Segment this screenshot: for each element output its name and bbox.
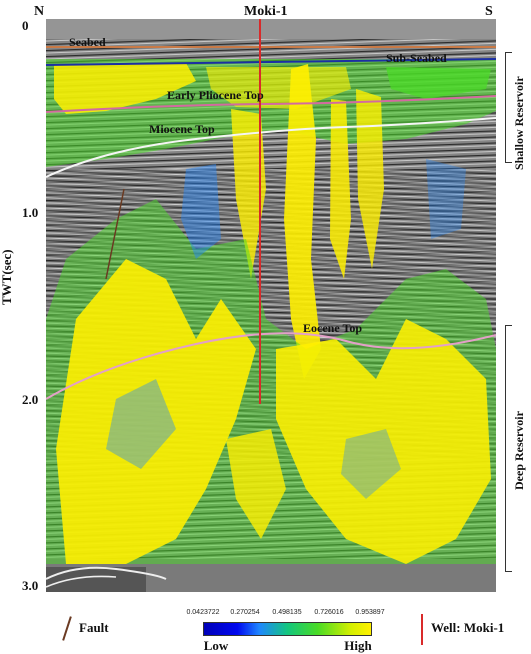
well-legend-label: Well: Moki-1 [431, 620, 505, 635]
north-label: N [34, 4, 45, 19]
fault-line [105, 188, 125, 280]
colorbar-tick-0: 0.0423722 [186, 609, 220, 616]
y-tick-3: 3.0 [22, 578, 39, 593]
shallow-reservoir-label: Shallow Reservoir [512, 76, 526, 170]
sub-seabed-label: Sub-Seabed [386, 51, 447, 65]
deep-reservoir-label: Deep Reservoir [512, 411, 526, 490]
fault-legend-label: Fault [79, 620, 109, 635]
colorbar-tick-4: 0.953897 [355, 609, 385, 616]
miocene-horizon [46, 117, 496, 178]
eocene-horizon [46, 332, 496, 400]
attribute-overlay [46, 59, 496, 564]
colorbar-high-label: High [344, 638, 372, 653]
attribute-colorbar [203, 622, 372, 636]
miocene-label: Miocene Top [149, 122, 215, 136]
colorbar-low-label: Low [203, 638, 229, 653]
early-pliocene-label: Early Pliocene Top [167, 88, 264, 102]
y-tick-2: 2.0 [22, 392, 39, 407]
deep-reservoir-bracket [505, 325, 512, 572]
y-axis-title: TWT(sec) [0, 249, 14, 305]
colorbar-tick-3: 0.726016 [314, 609, 344, 616]
eocene-label: Eocene Top [303, 321, 363, 335]
well-title: Moki-1 [244, 4, 288, 19]
colorbar-tick-1: 0.270254 [230, 609, 260, 616]
well-legend-swatch [421, 614, 423, 645]
sub-seabed-horizon [46, 58, 496, 66]
y-tick-0: 0 [22, 18, 29, 33]
fault-legend-swatch [62, 616, 72, 641]
y-tick-1: 1.0 [22, 205, 39, 220]
colorbar-tick-2: 0.498135 [272, 609, 302, 616]
shallow-reservoir-bracket [505, 52, 512, 163]
seismic-section [46, 19, 496, 592]
early-pliocene-horizon [46, 95, 496, 113]
seabed-label: Seabed [69, 35, 106, 49]
seismic-section-svg [46, 19, 496, 592]
south-label: S [485, 4, 493, 19]
